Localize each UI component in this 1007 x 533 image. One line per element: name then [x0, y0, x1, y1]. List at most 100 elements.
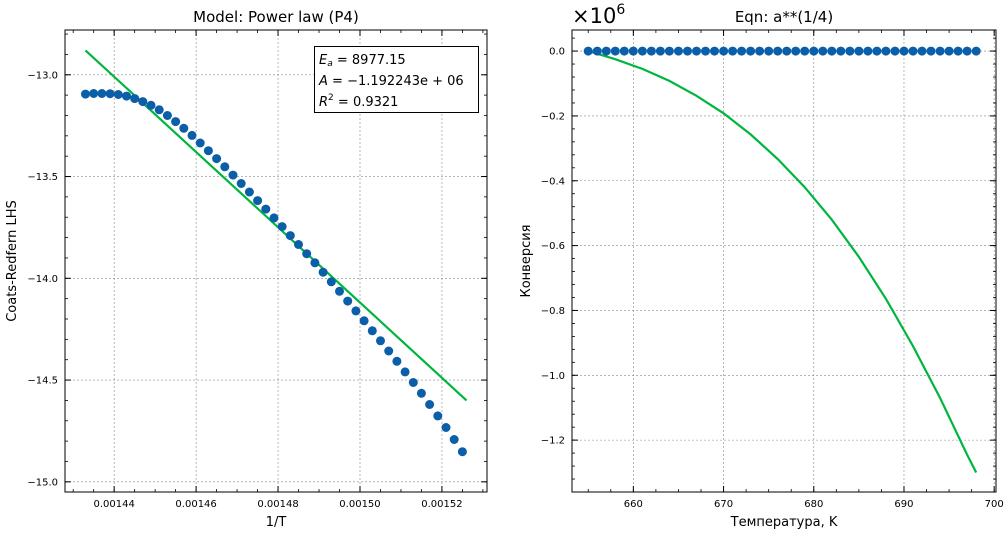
- left-data-point: [294, 240, 303, 249]
- right-data-point: [755, 46, 765, 56]
- left-data-point: [310, 258, 320, 268]
- right-data-point: [610, 46, 620, 56]
- right-data-point: [899, 46, 909, 56]
- left-data-point: [97, 89, 107, 98]
- a-value: = −1.192243e + 06: [332, 74, 464, 89]
- left-x-tick-label: 0.00144: [93, 499, 134, 510]
- left-data-point: [269, 213, 279, 223]
- right-data-point: [953, 46, 963, 56]
- right-data-point: [655, 46, 665, 56]
- right-plot-frame: [571, 29, 997, 493]
- right-data-point: [908, 46, 918, 56]
- right-x-axis-label: Температура, K: [730, 515, 838, 530]
- left-data-point: [228, 170, 238, 180]
- left-data-point: [244, 187, 254, 197]
- left-y-tick-label: −14.5: [27, 376, 58, 387]
- left-data-point: [89, 89, 99, 98]
- left-data-point: [187, 130, 197, 140]
- left-data-point: [113, 90, 123, 99]
- right-y-tick-label: 0.0: [549, 47, 565, 58]
- right-y-tick-label: −0.4: [541, 176, 565, 187]
- right-data-point: [764, 46, 774, 56]
- right-data-point: [773, 46, 783, 56]
- right-fit-line: [587, 50, 978, 474]
- right-y-tick-label: −0.8: [541, 306, 565, 317]
- right-data-point: [944, 46, 954, 56]
- a-line: A = −1.192243e + 06: [319, 74, 464, 89]
- right-data-point: [701, 46, 710, 56]
- left-y-tick-label: −14.0: [27, 274, 58, 285]
- right-data-point: [809, 46, 819, 56]
- right-data-point: [845, 46, 855, 56]
- left-y-tick-label: −13.5: [27, 172, 58, 183]
- right-data-point: [854, 46, 864, 56]
- left-data-point: [154, 105, 164, 115]
- right-data-point: [962, 46, 972, 56]
- ea-line: Ea = 8977.15: [319, 53, 406, 69]
- right-x-tick-label: 670: [714, 499, 733, 510]
- right-data-point: [710, 46, 719, 56]
- left-data-point: [220, 162, 230, 172]
- right-data-point: [917, 46, 927, 56]
- right-data-point: [692, 46, 701, 56]
- right-data-point: [583, 46, 593, 56]
- right-x-tick-label: 680: [804, 499, 823, 510]
- left-data-point: [203, 146, 213, 156]
- left-data-point: [195, 138, 205, 148]
- left-data-point: [400, 367, 410, 377]
- left-data-point: [81, 89, 90, 99]
- right-data-point: [935, 46, 945, 56]
- left-data-point: [416, 388, 426, 398]
- left-y-tick-label: −15.0: [27, 477, 58, 488]
- left-chart-title: Model: Power law (P4): [193, 8, 359, 26]
- r2-value: = 0.9321: [337, 95, 399, 110]
- right-y-tick-label: −1.2: [541, 436, 565, 447]
- left-data-point: [162, 111, 172, 120]
- left-data-point: [343, 296, 353, 306]
- right-data-point: [827, 46, 837, 56]
- left-data-point: [425, 400, 435, 409]
- left-data-point: [105, 89, 115, 99]
- left-data-point: [212, 154, 222, 164]
- right-data-point: [664, 46, 674, 56]
- left-data-point: [384, 346, 394, 356]
- left-x-tick-label: 0.00152: [421, 499, 462, 510]
- left-marks: [81, 49, 468, 457]
- right-data-point: [872, 46, 882, 56]
- left-y-tick-label: −13.0: [27, 70, 58, 81]
- right-data-point: [890, 46, 900, 56]
- left-data-point: [261, 204, 271, 214]
- left-data-point: [367, 326, 377, 336]
- ea-value: = 8977.15: [336, 53, 406, 68]
- right-data-point: [601, 46, 611, 56]
- right-chart-title: Eqn: a**(1/4): [735, 8, 833, 26]
- right-ticks: 660 670 680 690 700 0.0 −0.2 −0.4 −0.6 −0.8 −1.0 −1…: [541, 30, 1004, 510]
- right-data-point: [683, 46, 692, 56]
- left-data-point: [392, 356, 402, 366]
- left-data-point: [253, 196, 263, 206]
- right-data-point: [971, 46, 981, 56]
- left-data-point: [236, 179, 246, 188]
- left-data-point: [359, 316, 369, 326]
- left-data-point: [130, 94, 140, 104]
- right-y-axis-multiplier-exponent: 6: [616, 2, 626, 18]
- right-data-point: [628, 46, 638, 56]
- right-gridlines: [572, 30, 996, 492]
- right-chart-panel: 660 670 680 690 700 0.0 −0.2 −0.4 −0.6 −0.8 −1.0 −1…: [519, 8, 1004, 530]
- left-data-point: [138, 97, 148, 107]
- left-data-point: [277, 222, 287, 232]
- right-data-point: [592, 46, 602, 56]
- left-x-tick-label: 0.00150: [339, 499, 380, 510]
- right-data-point: [881, 46, 891, 56]
- right-y-tick-label: −0.6: [541, 241, 565, 252]
- left-data-point: [441, 423, 451, 432]
- right-y-tick-label: −1.0: [541, 371, 565, 382]
- right-x-tick-label: 690: [894, 499, 913, 510]
- right-data-point: [619, 46, 629, 56]
- right-y-axis-label: Конверсия: [519, 224, 534, 297]
- left-data-point: [179, 123, 189, 133]
- right-data-point: [782, 46, 792, 56]
- left-ticks: 0.00144 0.00146 0.00148 0.00150 0.00152 −13.0…: [27, 30, 487, 510]
- left-data-point: [302, 249, 312, 259]
- right-data-point: [791, 46, 801, 56]
